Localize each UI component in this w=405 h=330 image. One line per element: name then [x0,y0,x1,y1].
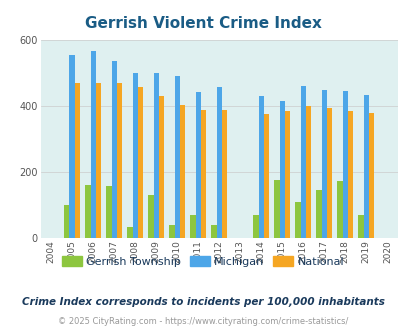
Bar [75,83,80,238]
Bar [200,110,206,238]
Bar [337,181,342,238]
Bar [96,82,101,238]
Bar [253,214,258,238]
Legend: Gerrish Township, Michigan, National: Gerrish Township, Michigan, National [57,252,348,272]
Bar [169,225,174,238]
Bar [85,185,90,238]
Bar [195,92,200,238]
Bar [358,214,363,238]
Bar [284,111,290,238]
Text: Gerrish Violent Crime Index: Gerrish Violent Crime Index [84,16,321,31]
Bar [321,90,326,238]
Bar [221,110,226,238]
Bar [368,113,373,238]
Bar [153,73,158,238]
Bar [127,227,132,238]
Bar [274,180,279,238]
Bar [69,55,75,238]
Bar [295,202,300,238]
Bar [137,87,143,238]
Bar [64,205,69,238]
Bar [106,186,111,238]
Bar [305,106,310,238]
Bar [117,83,122,238]
Bar [326,108,331,238]
Bar [174,76,179,238]
Bar [342,91,347,238]
Bar [179,105,185,238]
Bar [315,190,321,238]
Bar [363,95,368,238]
Bar [258,96,263,238]
Bar [347,111,352,238]
Bar [211,225,216,238]
Text: Crime Index corresponds to incidents per 100,000 inhabitants: Crime Index corresponds to incidents per… [21,297,384,307]
Text: © 2025 CityRating.com - https://www.cityrating.com/crime-statistics/: © 2025 CityRating.com - https://www.city… [58,317,347,326]
Bar [190,215,195,238]
Bar [300,86,305,238]
Bar [158,96,164,238]
Bar [279,101,284,238]
Bar [263,114,269,238]
Bar [111,61,117,238]
Bar [216,87,221,238]
Bar [148,195,153,238]
Bar [132,73,137,238]
Bar [90,51,96,238]
